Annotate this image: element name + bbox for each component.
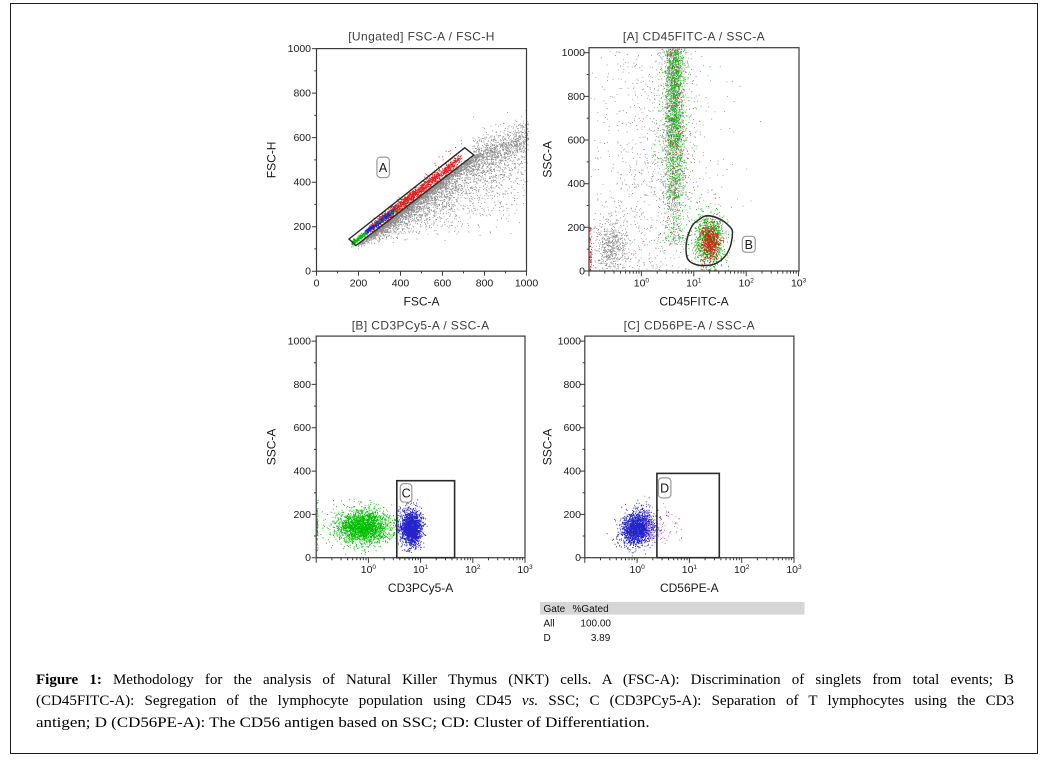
svg-text:103: 103 — [791, 278, 807, 290]
svg-text:SSC-A: SSC-A — [541, 141, 555, 178]
svg-text:A: A — [379, 161, 388, 175]
svg-text:800: 800 — [567, 91, 585, 103]
svg-text:All: All — [544, 619, 555, 630]
svg-text:800: 800 — [476, 278, 494, 290]
svg-text:FSC-H: FSC-H — [265, 142, 279, 179]
svg-text:0: 0 — [305, 266, 311, 278]
svg-text:600: 600 — [434, 278, 452, 290]
svg-text:Gate: Gate — [544, 604, 566, 615]
svg-text:0: 0 — [579, 266, 585, 278]
svg-text:D: D — [660, 481, 669, 495]
svg-text:1000: 1000 — [562, 47, 586, 59]
svg-text:100: 100 — [629, 564, 645, 576]
svg-text:103: 103 — [786, 564, 802, 576]
svg-text:1000: 1000 — [288, 43, 312, 55]
svg-text:CD45FITC-A: CD45FITC-A — [659, 295, 728, 309]
svg-text:400: 400 — [293, 177, 311, 189]
svg-text:0: 0 — [314, 278, 320, 290]
svg-text:200: 200 — [293, 509, 311, 521]
svg-text:FSC-A: FSC-A — [404, 295, 440, 309]
svg-text:CD3PCy5-A: CD3PCy5-A — [388, 581, 453, 595]
svg-text:102: 102 — [739, 278, 755, 290]
svg-text:600: 600 — [293, 422, 311, 434]
svg-text:0: 0 — [305, 552, 311, 564]
svg-text:101: 101 — [413, 564, 429, 576]
svg-text:200: 200 — [293, 221, 311, 233]
svg-text:103: 103 — [517, 564, 533, 576]
svg-text:SSC-A: SSC-A — [265, 429, 279, 466]
svg-text:1000: 1000 — [558, 336, 582, 348]
svg-text:B: B — [745, 238, 753, 252]
svg-text:C: C — [402, 486, 411, 500]
svg-text:400: 400 — [563, 466, 581, 478]
svg-text:%Gated: %Gated — [573, 604, 609, 615]
svg-text:600: 600 — [293, 132, 311, 144]
svg-text:0: 0 — [575, 552, 581, 564]
svg-text:[A] CD45FITC-A / SSC-A: [A] CD45FITC-A / SSC-A — [623, 30, 765, 44]
svg-text:800: 800 — [293, 88, 311, 100]
svg-text:[C] CD56PE-A / SSC-A: [C] CD56PE-A / SSC-A — [624, 318, 755, 332]
svg-text:200: 200 — [567, 222, 585, 234]
svg-text:800: 800 — [563, 379, 581, 391]
svg-text:SSC-A: SSC-A — [541, 429, 555, 466]
svg-text:400: 400 — [567, 178, 585, 190]
svg-text:600: 600 — [563, 422, 581, 434]
svg-text:1000: 1000 — [515, 278, 539, 290]
svg-text:102: 102 — [734, 564, 750, 576]
svg-text:1000: 1000 — [288, 336, 312, 348]
svg-text:101: 101 — [682, 564, 698, 576]
svg-text:400: 400 — [392, 278, 410, 290]
svg-text:[Ungated] FSC-A / FSC-H: [Ungated] FSC-A / FSC-H — [348, 30, 495, 44]
svg-text:102: 102 — [465, 564, 481, 576]
svg-text:CD56PE-A: CD56PE-A — [660, 581, 719, 595]
svg-text:101: 101 — [686, 278, 702, 290]
svg-text:200: 200 — [563, 509, 581, 521]
svg-text:100: 100 — [361, 564, 377, 576]
svg-text:100: 100 — [634, 278, 650, 290]
svg-text:100.00: 100.00 — [580, 619, 611, 630]
svg-text:800: 800 — [293, 379, 311, 391]
svg-text:3.89: 3.89 — [591, 633, 611, 644]
svg-text:200: 200 — [350, 278, 368, 290]
svg-text:D: D — [544, 633, 551, 644]
svg-text:600: 600 — [567, 135, 585, 147]
svg-text:400: 400 — [293, 466, 311, 478]
svg-text:[B] CD3PCy5-A / SSC-A: [B] CD3PCy5-A / SSC-A — [352, 318, 490, 332]
